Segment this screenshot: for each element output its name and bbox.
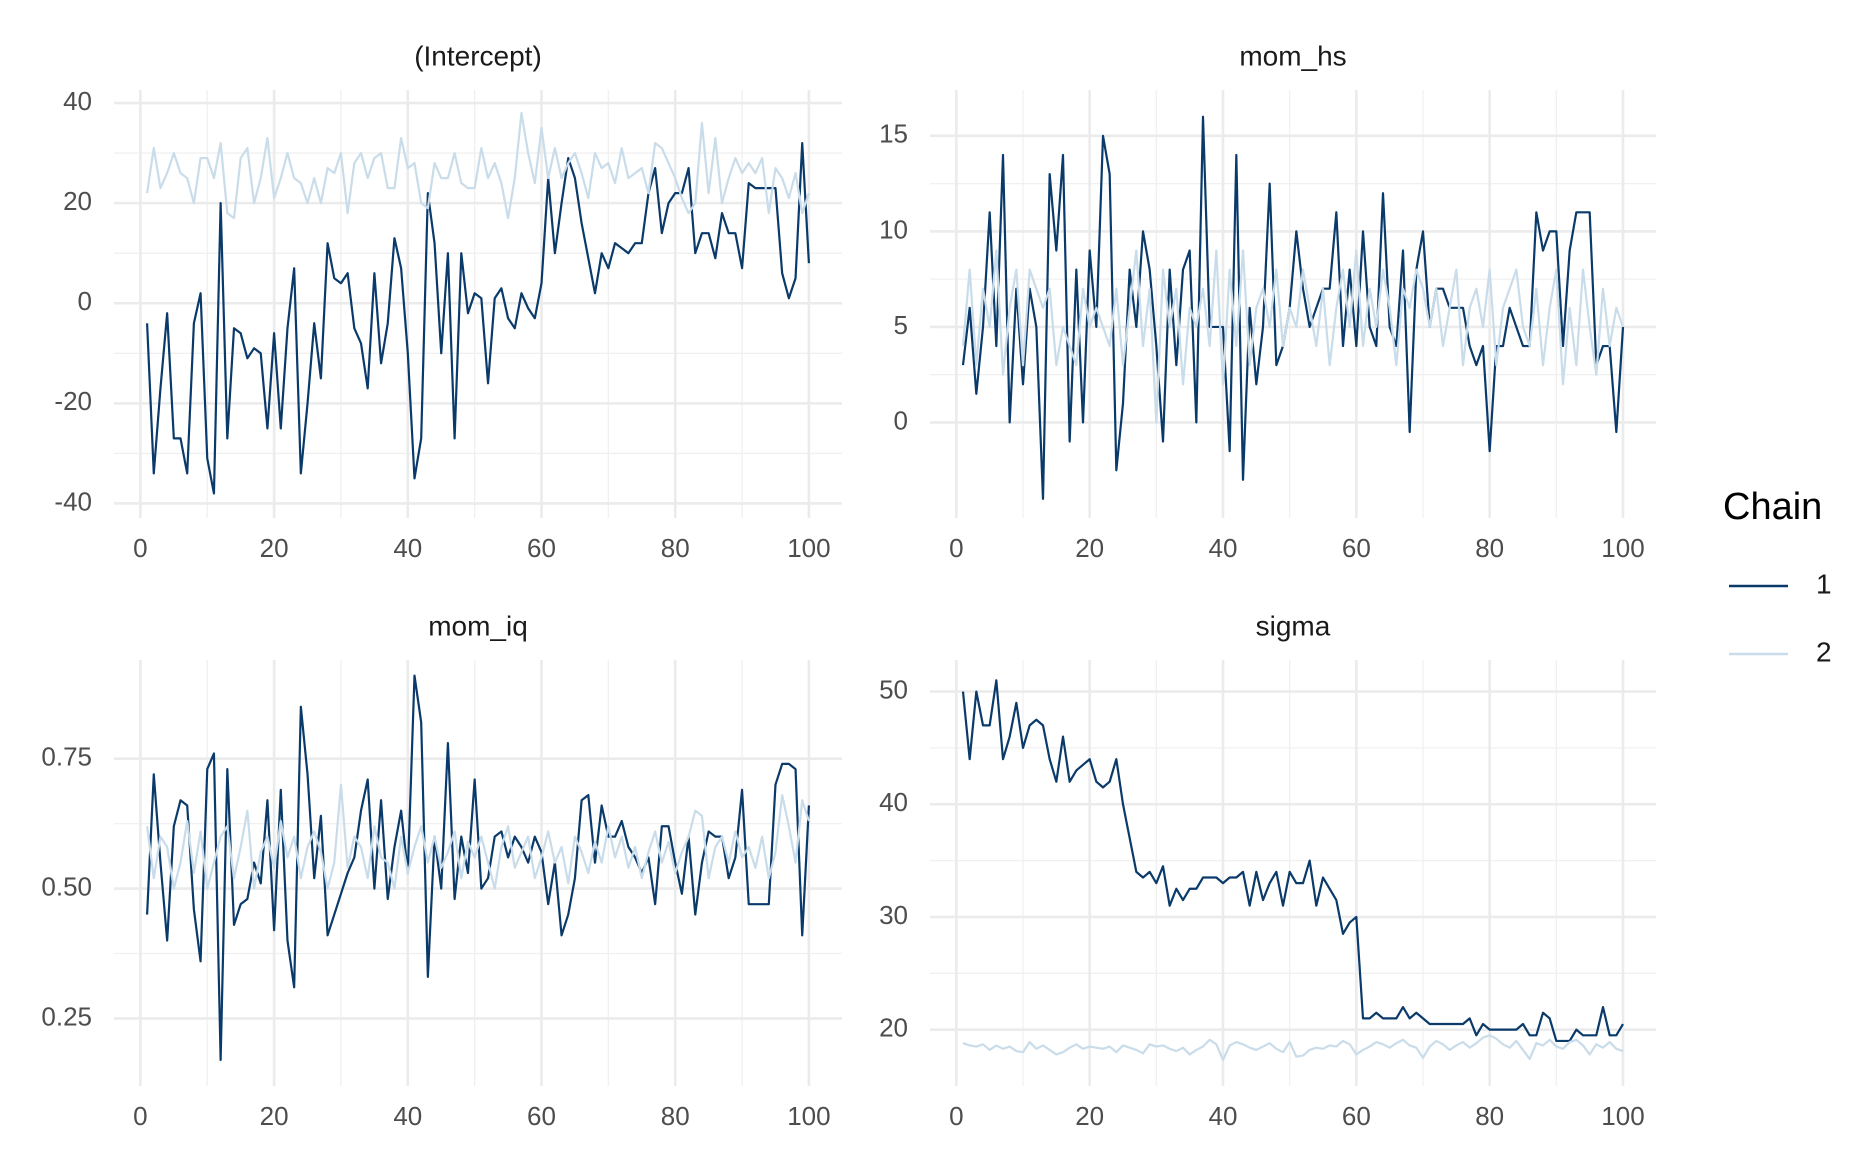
- x-tick-label: 80: [661, 1101, 690, 1131]
- x-tick-label: 100: [787, 1101, 830, 1131]
- x-tick-label: 0: [949, 1101, 963, 1131]
- y-tick-label: 10: [879, 214, 908, 244]
- legend-title: Chain: [1723, 486, 1822, 528]
- y-tick-label: 20: [879, 1013, 908, 1043]
- y-tick-label: 5: [894, 310, 908, 340]
- x-tick-label: 100: [1601, 1101, 1644, 1131]
- x-tick-label: 60: [1342, 533, 1371, 563]
- series-line: [146, 111, 810, 220]
- legend-label: 1: [1816, 568, 1832, 599]
- y-tick-label: -40: [54, 486, 92, 516]
- series-line: [145, 783, 810, 890]
- y-tick-label: 15: [879, 119, 908, 149]
- panel-title: (Intercept): [414, 40, 542, 71]
- panel-title: mom_hs: [1239, 40, 1346, 71]
- y-tick-label: 20: [63, 186, 92, 216]
- y-tick-label: 0.50: [41, 871, 92, 901]
- y-tick-label: 0.25: [41, 1001, 92, 1031]
- y-tick-label: 30: [879, 900, 908, 930]
- x-tick-label: 80: [1475, 1101, 1504, 1131]
- y-tick-label: 0: [78, 286, 92, 316]
- series-line: [962, 1034, 1624, 1062]
- panel-title: mom_iq: [428, 610, 528, 641]
- legend-label: 2: [1816, 636, 1832, 667]
- y-tick-label: -20: [54, 386, 92, 416]
- y-tick-label: 50: [879, 674, 908, 704]
- x-tick-label: 40: [1209, 1101, 1238, 1131]
- series-line: [961, 679, 1624, 1043]
- x-tick-label: 20: [1075, 533, 1104, 563]
- series-line: [145, 674, 811, 1062]
- y-tick-label: 40: [879, 787, 908, 817]
- x-tick-label: 100: [1601, 533, 1644, 563]
- y-tick-label: 0.75: [41, 742, 92, 772]
- x-tick-label: 0: [949, 533, 963, 563]
- x-tick-label: 60: [1342, 1101, 1371, 1131]
- x-tick-label: 40: [393, 1101, 422, 1131]
- series-line: [145, 141, 811, 495]
- x-tick-label: 80: [1475, 533, 1504, 563]
- series-line: [961, 115, 1625, 500]
- x-tick-label: 0: [133, 1101, 147, 1131]
- x-tick-label: 40: [393, 533, 422, 563]
- x-tick-label: 0: [133, 533, 147, 563]
- x-tick-label: 20: [260, 1101, 289, 1131]
- panel-title: sigma: [1256, 610, 1331, 641]
- x-tick-label: 60: [527, 533, 556, 563]
- x-tick-label: 40: [1209, 533, 1238, 563]
- y-tick-label: 0: [894, 405, 908, 435]
- x-tick-label: 100: [787, 533, 830, 563]
- series-line: [961, 249, 1625, 424]
- x-tick-label: 80: [661, 533, 690, 563]
- x-tick-label: 20: [260, 533, 289, 563]
- x-tick-label: 20: [1075, 1101, 1104, 1131]
- y-tick-label: 40: [63, 86, 92, 116]
- x-tick-label: 60: [527, 1101, 556, 1131]
